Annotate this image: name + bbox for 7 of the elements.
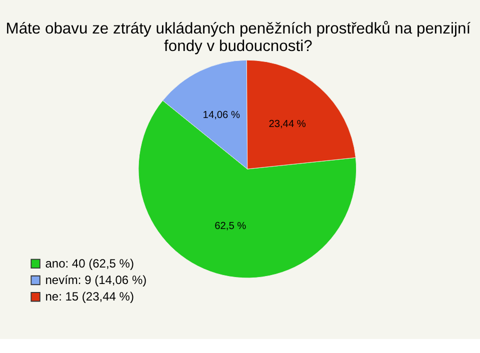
chart-title: Máte obavu ze ztráty ukládaných peněžních prostředků na penzijní fondy v budoucnosti? (6, 20, 472, 55)
legend-label: ano: 40 (62,5 %) (45, 256, 134, 270)
data-label: 62,5 % (214, 221, 246, 232)
data-label: 14,06 % (202, 110, 240, 121)
legend-label: nevím: 9 (14,06 %) (45, 272, 147, 287)
legend-label: ne: 15 (23,44 %) (45, 290, 134, 304)
data-label: 23,44 % (268, 119, 306, 130)
